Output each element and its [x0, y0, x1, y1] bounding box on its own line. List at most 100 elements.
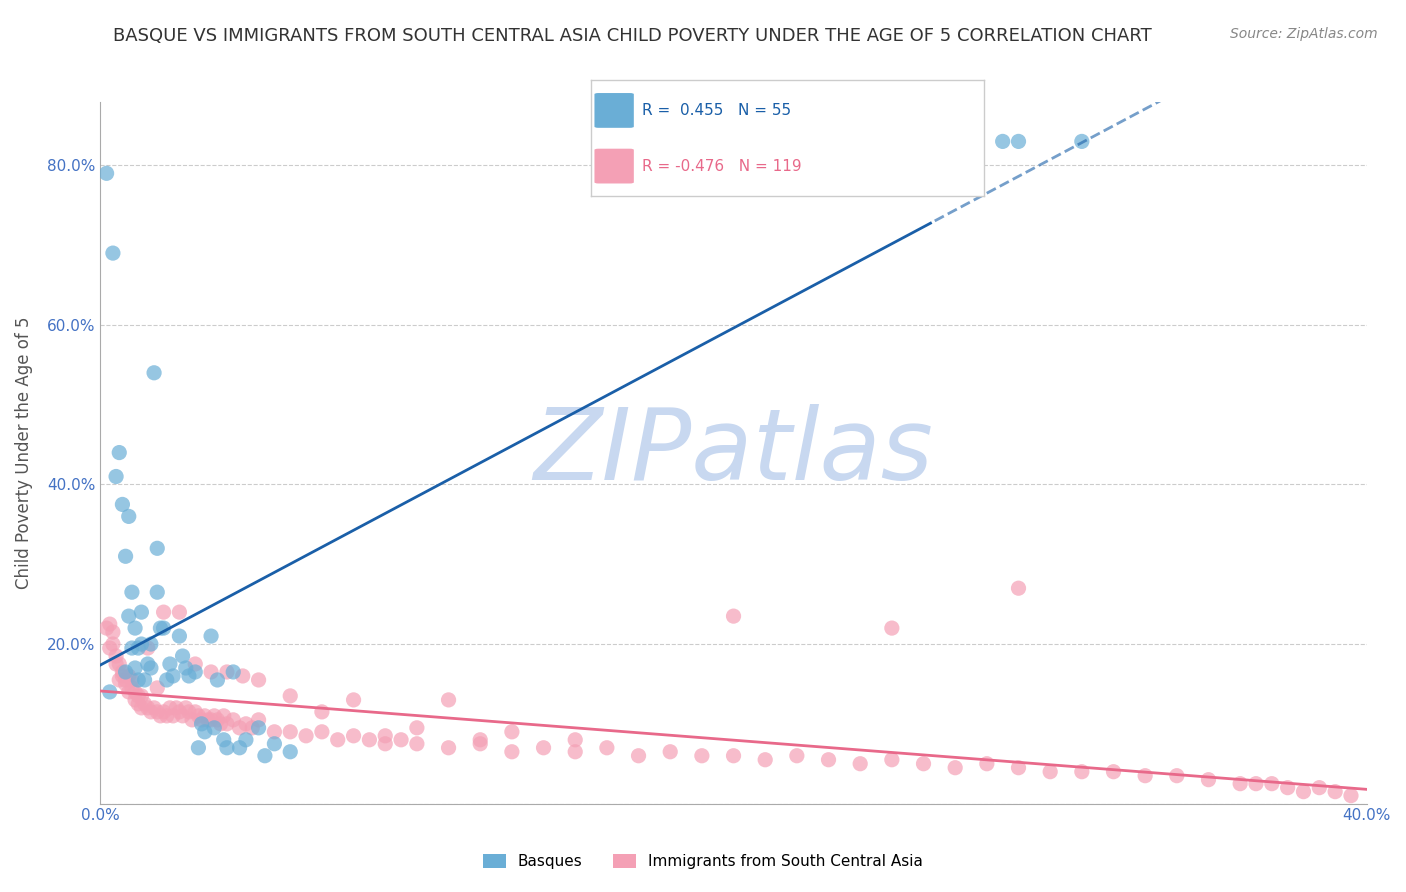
Point — [184, 657, 207, 671]
Point — [865, 135, 887, 149]
Point — [156, 709, 179, 723]
Point — [1039, 764, 1062, 779]
Point — [209, 716, 232, 731]
Point — [1261, 777, 1284, 791]
Point — [1007, 135, 1029, 149]
Point — [124, 685, 146, 699]
Point — [187, 740, 209, 755]
Point — [108, 445, 131, 459]
Point — [146, 585, 169, 599]
Point — [406, 737, 429, 751]
Point — [849, 756, 872, 771]
Point — [501, 724, 523, 739]
Point — [374, 729, 396, 743]
Point — [564, 745, 586, 759]
Point — [501, 745, 523, 759]
Point — [172, 648, 194, 663]
Point — [342, 729, 364, 743]
Point — [207, 673, 229, 687]
Point — [470, 732, 492, 747]
Point — [118, 669, 141, 683]
Point — [124, 661, 146, 675]
Point — [1007, 761, 1029, 775]
Point — [127, 697, 149, 711]
Point — [159, 701, 181, 715]
Point — [169, 705, 191, 719]
Point — [131, 689, 153, 703]
Point — [143, 701, 166, 715]
Point — [152, 621, 174, 635]
Point — [172, 709, 194, 723]
Point — [596, 740, 619, 755]
Point — [215, 716, 238, 731]
Point — [253, 748, 276, 763]
Point — [149, 621, 172, 635]
Point — [96, 621, 118, 635]
Point — [263, 737, 285, 751]
Point — [139, 637, 162, 651]
Point — [406, 721, 429, 735]
Point — [134, 673, 156, 687]
FancyBboxPatch shape — [595, 93, 634, 128]
Text: BASQUE VS IMMIGRANTS FROM SOUTH CENTRAL ASIA CHILD POVERTY UNDER THE AGE OF 5 CO: BASQUE VS IMMIGRANTS FROM SOUTH CENTRAL … — [114, 27, 1152, 45]
Point — [1340, 789, 1362, 803]
Point — [114, 673, 136, 687]
Point — [197, 713, 219, 727]
Point — [146, 541, 169, 556]
Point — [1007, 581, 1029, 595]
Point — [127, 641, 149, 656]
Point — [222, 665, 245, 679]
Point — [374, 737, 396, 751]
Point — [437, 693, 460, 707]
Point — [912, 756, 935, 771]
Point — [263, 724, 285, 739]
Point — [121, 681, 143, 695]
Point — [326, 732, 349, 747]
Point — [121, 641, 143, 656]
Point — [162, 669, 184, 683]
Point — [105, 469, 128, 483]
Point — [1070, 135, 1092, 149]
Point — [127, 689, 149, 703]
Point — [311, 705, 333, 719]
Point — [200, 713, 222, 727]
Point — [184, 705, 207, 719]
Point — [169, 629, 191, 643]
Point — [1324, 785, 1347, 799]
Point — [134, 697, 156, 711]
Point — [174, 661, 197, 675]
Point — [215, 665, 238, 679]
Point — [247, 713, 270, 727]
Point — [108, 673, 131, 687]
Legend: Basques, Immigrants from South Central Asia: Basques, Immigrants from South Central A… — [477, 848, 929, 875]
Point — [190, 716, 212, 731]
Point — [181, 713, 204, 727]
Point — [240, 721, 263, 735]
Point — [1166, 769, 1188, 783]
Point — [152, 705, 174, 719]
Text: R =  0.455   N = 55: R = 0.455 N = 55 — [641, 103, 790, 118]
Point — [228, 740, 250, 755]
Point — [194, 709, 217, 723]
Point — [943, 761, 966, 775]
Point — [139, 705, 162, 719]
Point — [1308, 780, 1330, 795]
Point — [200, 629, 222, 643]
Point — [165, 701, 187, 715]
Point — [627, 748, 650, 763]
Point — [235, 732, 257, 747]
Point — [1102, 764, 1125, 779]
Point — [295, 729, 318, 743]
Point — [470, 737, 492, 751]
Point — [212, 709, 235, 723]
Point — [723, 609, 745, 624]
Point — [146, 705, 169, 719]
Point — [162, 709, 184, 723]
Point — [96, 166, 118, 180]
Point — [159, 657, 181, 671]
Point — [114, 677, 136, 691]
Point — [131, 701, 153, 715]
Point — [174, 701, 197, 715]
Point — [1277, 780, 1299, 795]
Point — [991, 135, 1014, 149]
